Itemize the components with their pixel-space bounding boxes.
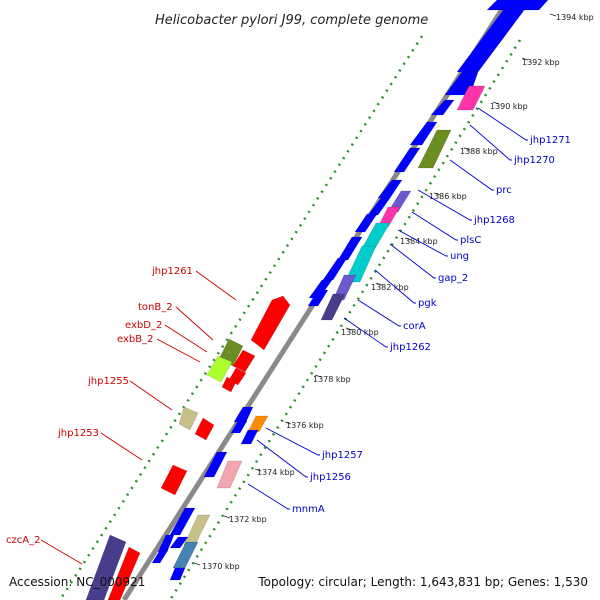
gene-feature[interactable] xyxy=(377,206,401,228)
gene-label-jhp1257[interactable]: jhp1257 xyxy=(321,450,363,461)
gene-feature[interactable] xyxy=(221,376,237,393)
gene-label-jhp1255[interactable]: jhp1255 xyxy=(87,376,129,387)
gene-feature[interactable] xyxy=(157,534,175,553)
gene-label-plsC[interactable]: plsC xyxy=(460,235,481,246)
gene-label-corA[interactable]: corA xyxy=(403,321,426,332)
reverse-strand-genes xyxy=(85,295,291,600)
gene-feature[interactable] xyxy=(233,406,254,423)
gene-feature[interactable] xyxy=(232,349,256,373)
gene-feature[interactable] xyxy=(194,417,215,441)
gene-feature[interactable] xyxy=(240,429,259,445)
gene-feature[interactable] xyxy=(332,274,357,301)
gene-feature[interactable] xyxy=(250,295,291,351)
gene-feature[interactable] xyxy=(354,213,378,233)
gc-skew-tracks xyxy=(58,35,522,600)
gene-feature[interactable] xyxy=(169,536,189,549)
gene-feature[interactable] xyxy=(322,257,348,281)
gene-feature[interactable] xyxy=(417,129,452,169)
gene-label-pgk[interactable]: pgk xyxy=(418,298,437,309)
gene-feature[interactable] xyxy=(367,197,391,216)
gene-label-ung[interactable]: ung xyxy=(450,251,469,262)
gene-label-tonB_2[interactable]: tonB_2 xyxy=(138,302,173,313)
gene-feature[interactable] xyxy=(247,415,269,433)
gene-feature[interactable] xyxy=(307,289,329,307)
gene-feature[interactable] xyxy=(230,420,248,434)
gene-label-jhp1270[interactable]: jhp1270 xyxy=(513,155,555,166)
tick-label: 1378 kbp xyxy=(313,375,351,384)
gene-label-prc[interactable]: prc xyxy=(496,185,512,196)
forward-strand-genes xyxy=(151,0,549,581)
gene-feature[interactable] xyxy=(216,460,243,489)
gene-label-jhp1268[interactable]: jhp1268 xyxy=(473,215,515,226)
map-title: Helicobacter pylori J99, complete genome xyxy=(155,13,428,28)
tick-label: 1386 kbp xyxy=(429,192,467,201)
forward-gene-labels: jhp1271 jhp1270 prc jhp1268 plsC ung gap… xyxy=(292,135,571,515)
tick-label: 1394 kbp xyxy=(556,13,594,22)
tick-label: 1390 kbp xyxy=(490,102,528,111)
gene-feature[interactable] xyxy=(203,451,228,478)
tick-label: 1380 kbp xyxy=(341,328,379,337)
gene-feature[interactable] xyxy=(320,293,346,321)
gene-feature[interactable] xyxy=(107,546,141,600)
gene-feature[interactable] xyxy=(160,464,188,496)
gene-feature[interactable] xyxy=(393,147,421,173)
tick-label: 1376 kbp xyxy=(286,421,324,430)
tick-label: 1374 kbp xyxy=(257,468,295,477)
gene-label-czcA_2[interactable]: czcA_2 xyxy=(6,535,40,546)
gene-label-jhp1253[interactable]: jhp1253 xyxy=(57,428,99,439)
scale-tick-labels: 1370 kbp 1372 kbp 1374 kbp 1376 kbp 1378… xyxy=(202,13,594,571)
gene-feature[interactable] xyxy=(151,549,169,564)
reverse-label-leaders xyxy=(40,270,237,565)
gene-feature[interactable] xyxy=(430,99,455,116)
gene-label-exbB_2[interactable]: exbB_2 xyxy=(117,334,153,345)
reverse-gene-labels: jhp1261 tonB_2 exbD_2 exbB_2 jhp1255 jhp… xyxy=(6,266,193,546)
gene-label-jhp1261[interactable]: jhp1261 xyxy=(151,266,193,277)
scale-ticks xyxy=(193,13,557,566)
gene-feature[interactable] xyxy=(387,190,412,213)
gene-feature[interactable] xyxy=(206,355,233,383)
gene-label-jhp1262[interactable]: jhp1262 xyxy=(389,342,431,353)
tick-label: 1370 kbp xyxy=(202,562,240,571)
gene-label-exbD_2[interactable]: exbD_2 xyxy=(125,320,162,331)
tick-label: 1392 kbp xyxy=(522,58,560,67)
tick-label: 1382 kbp xyxy=(371,283,409,292)
gene-feature[interactable] xyxy=(456,4,529,73)
tick-label: 1372 kbp xyxy=(229,515,267,524)
gene-label-gap_2[interactable]: gap_2 xyxy=(438,273,468,284)
gene-label-jhp1256[interactable]: jhp1256 xyxy=(309,472,351,483)
gene-feature[interactable] xyxy=(169,507,196,536)
gene-label-mnmA[interactable]: mnmA xyxy=(292,504,325,515)
gene-feature[interactable] xyxy=(344,245,377,283)
gc-track-inner xyxy=(168,39,522,600)
gene-feature[interactable] xyxy=(169,567,186,581)
gene-label-jhp1271[interactable]: jhp1271 xyxy=(529,135,571,146)
gene-feature[interactable] xyxy=(178,406,199,431)
forward-label-leaders xyxy=(247,107,528,510)
gene-feature[interactable] xyxy=(337,236,363,261)
gene-feature[interactable] xyxy=(409,121,438,146)
accession-text: Accession: NC_000921 xyxy=(9,575,146,589)
gene-feature[interactable] xyxy=(456,85,486,111)
topology-text: Topology: circular; Length: 1,643,831 bp… xyxy=(258,575,588,589)
gene-feature[interactable] xyxy=(85,534,127,600)
tick-label: 1388 kbp xyxy=(460,147,498,156)
